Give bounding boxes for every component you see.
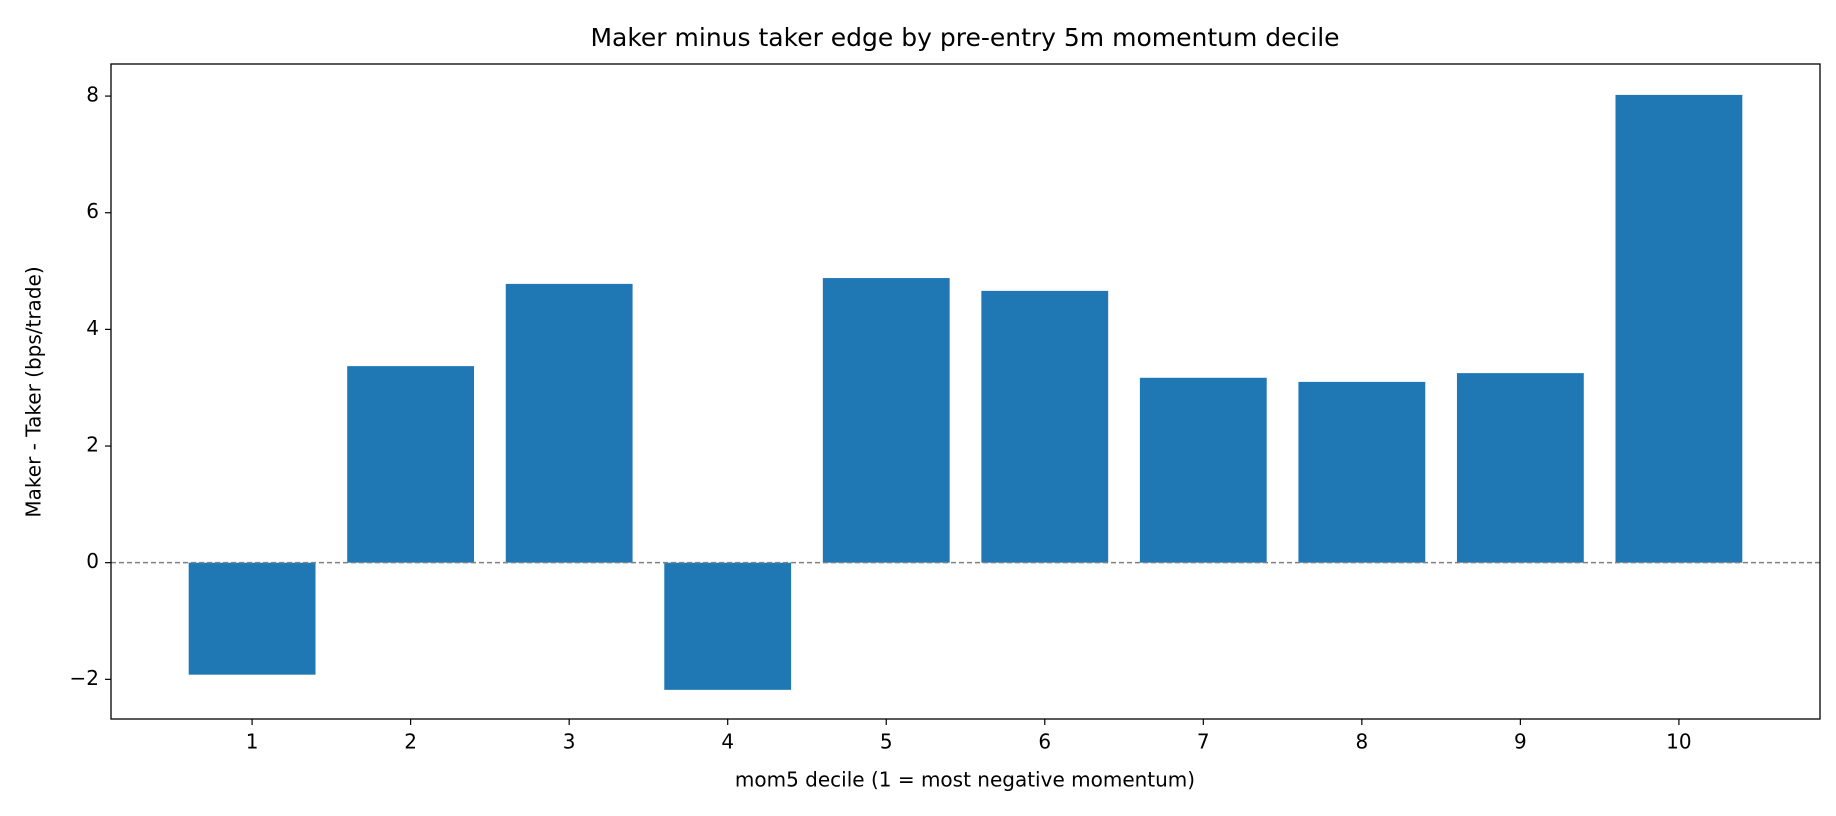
x-tick-label: 7 [1197, 730, 1210, 754]
x-tick-label: 5 [880, 730, 893, 754]
x-tick-label: 2 [404, 730, 417, 754]
y-tick-label: −2 [70, 666, 99, 690]
y-tick-label: 8 [86, 83, 99, 107]
bar [1615, 94, 1743, 563]
x-tick-label: 4 [721, 730, 734, 754]
x-tick-label: 10 [1666, 730, 1691, 754]
bar [1456, 373, 1584, 563]
y-tick-label: 4 [86, 316, 99, 340]
x-tick-label: 1 [246, 730, 259, 754]
y-axis-label: Maker - Taker (bps/trade) [22, 266, 46, 517]
bar [664, 562, 792, 690]
chart-title: Maker minus taker edge by pre-entry 5m m… [590, 23, 1339, 52]
bar [188, 562, 316, 675]
x-axis-label: mom5 decile (1 = most negative momentum) [735, 768, 1195, 792]
x-tick-label: 9 [1514, 730, 1527, 754]
bar [1298, 381, 1426, 563]
x-tick-label: 6 [1038, 730, 1051, 754]
y-tick-label: 2 [86, 433, 99, 457]
bar [822, 278, 950, 563]
y-tick-label: 0 [86, 549, 99, 573]
bar [981, 290, 1109, 563]
x-tick-label: 3 [563, 730, 576, 754]
plot-frame [110, 63, 1821, 720]
bar [1139, 377, 1267, 563]
bar [347, 366, 475, 563]
y-tick-label: 6 [86, 199, 99, 223]
x-tick-label: 8 [1355, 730, 1368, 754]
bar [505, 283, 633, 563]
